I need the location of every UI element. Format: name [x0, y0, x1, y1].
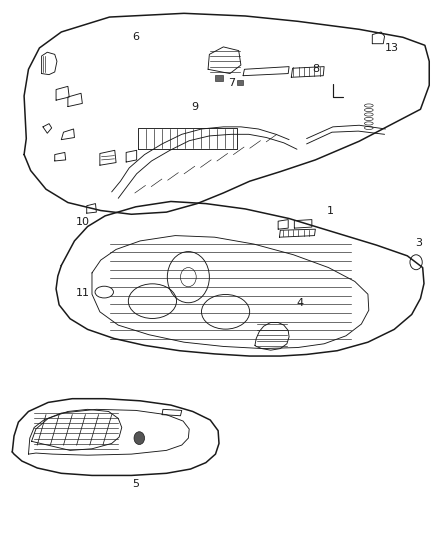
- Text: 11: 11: [75, 288, 89, 298]
- Text: 6: 6: [132, 33, 139, 42]
- Text: 8: 8: [312, 64, 319, 74]
- Text: 4: 4: [297, 298, 304, 308]
- Bar: [237, 80, 243, 85]
- Text: 1: 1: [327, 206, 334, 215]
- Text: 13: 13: [385, 43, 399, 53]
- Text: 10: 10: [76, 217, 90, 227]
- Text: 5: 5: [132, 479, 139, 489]
- Text: 7: 7: [229, 78, 236, 87]
- Bar: [215, 75, 223, 81]
- Circle shape: [134, 432, 145, 445]
- Text: 9: 9: [191, 102, 198, 111]
- Text: 3: 3: [415, 238, 422, 247]
